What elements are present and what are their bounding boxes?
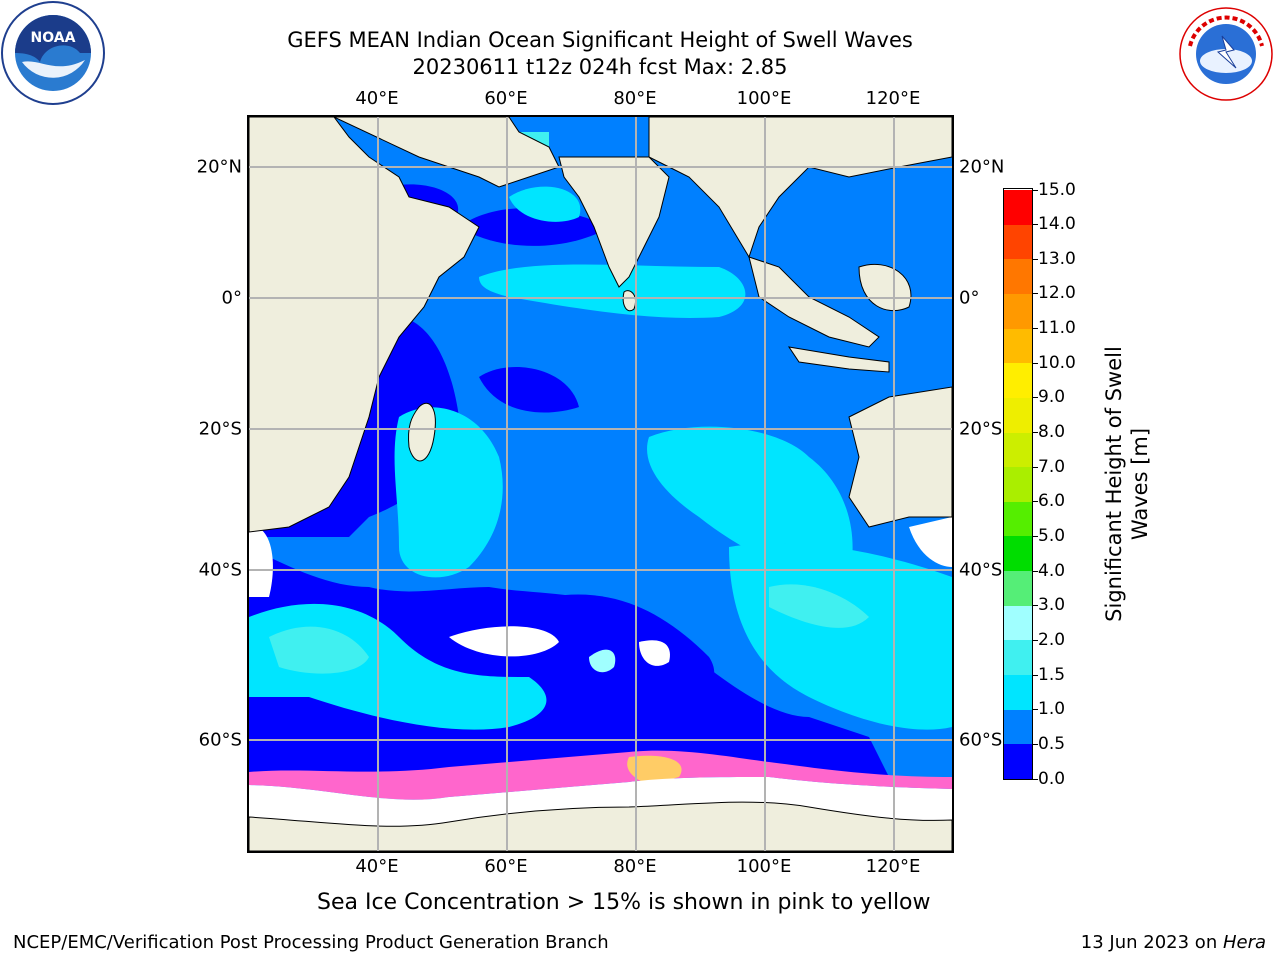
lon-tick-top: 80°E: [613, 88, 657, 109]
colorbar-tick-label: 15.0: [1033, 179, 1076, 200]
lat-tick-right: 60°S: [959, 729, 1003, 751]
lat-tick-right: 0°: [959, 287, 980, 309]
colorbar-tick-label: 10.0: [1033, 352, 1076, 373]
lon-tick-bottom: 40°E: [355, 856, 399, 877]
colorbar-bin: [1004, 605, 1032, 641]
lon-tick-bottom: 60°E: [484, 856, 528, 877]
colorbar-tick-label: 8.0: [1032, 422, 1066, 443]
colorbar-bin: [1004, 258, 1032, 294]
colorbar-tick-label: 12.0: [1033, 283, 1076, 304]
colorbar-tick-label: 0.5: [1032, 733, 1066, 754]
colorbar-bin: [1004, 743, 1032, 779]
colorbar-bin: [1004, 535, 1032, 572]
colorbar-tick-label: 4.0: [1032, 560, 1066, 581]
lat-tick-right: 20°N: [959, 156, 1005, 178]
lon-tick-top: 100°E: [736, 88, 792, 109]
colorbar-bin: [1004, 709, 1032, 745]
map-gridlines: [249, 117, 952, 851]
colorbar-tick-label: 1.0: [1032, 699, 1066, 720]
colorbar-tick-label: 11.0: [1033, 318, 1076, 339]
colorbar-bin: [1004, 397, 1032, 433]
colorbar-tick-label: 0.0: [1032, 768, 1066, 789]
colorbar-tick-label: 14.0: [1033, 214, 1076, 235]
colorbar: [1003, 188, 1033, 780]
footer-date-text: 13 Jun 2023 on: [1080, 932, 1223, 953]
lat-tick-left: 20°N: [196, 156, 242, 178]
colorbar-tick-label: 13.0: [1033, 248, 1076, 269]
colorbar-bin: [1004, 570, 1032, 606]
colorbar-tick-label: 6.0: [1032, 491, 1066, 512]
colorbar-tick-label: 9.0: [1032, 387, 1066, 408]
colorbar-bin: [1004, 432, 1032, 468]
colorbar-bin: [1004, 674, 1032, 710]
lat-tick-left: 40°S: [198, 559, 242, 581]
colorbar-tick-label: 3.0: [1032, 595, 1066, 616]
lon-tick-bottom: 120°E: [865, 856, 921, 877]
colorbar-tick-label: 5.0: [1032, 525, 1066, 546]
footer-credit: NCEP/EMC/Verification Post Processing Pr…: [13, 932, 609, 953]
colorbar-label: Significant Height of Swell Waves [m]: [1102, 346, 1152, 622]
colorbar-bin: [1004, 224, 1032, 260]
noaa-logo: NOAA: [0, 0, 106, 106]
lat-tick-right: 40°S: [959, 559, 1003, 581]
colorbar-tick-label: 1.5: [1032, 664, 1066, 685]
lon-tick-top: 60°E: [484, 88, 528, 109]
colorbar-tick-label: 7.0: [1032, 456, 1066, 477]
colorbar-tick-label: 2.0: [1032, 629, 1066, 650]
colorbar-bin: [1004, 639, 1032, 676]
colorbar-bin: [1004, 328, 1032, 364]
national-weather-service-logo: [1178, 6, 1274, 102]
lon-tick-top: 120°E: [865, 88, 921, 109]
footer-host: Hera: [1222, 932, 1266, 953]
colorbar-bin: [1004, 362, 1032, 398]
swell-height-map: [247, 115, 954, 853]
lon-tick-bottom: 100°E: [736, 856, 792, 877]
lon-tick-top: 40°E: [355, 88, 399, 109]
lat-tick-left: 0°: [221, 287, 242, 309]
map-subtitle: 20230611 t12z 024h fcst Max: 2.85: [412, 55, 788, 79]
colorbar-bin: [1004, 466, 1032, 502]
noaa-logo-text: NOAA: [31, 30, 76, 46]
lat-tick-left: 60°S: [198, 729, 242, 751]
footer-date: 13 Jun 2023 on Hera: [1081, 932, 1266, 953]
lat-tick-right: 20°S: [959, 418, 1003, 440]
colorbar-bin: [1004, 189, 1032, 225]
colorbar-bin: [1004, 293, 1032, 329]
map-title: GEFS MEAN Indian Ocean Significant Heigh…: [287, 28, 913, 52]
lon-tick-bottom: 80°E: [613, 856, 657, 877]
colorbar-bin: [1004, 501, 1032, 537]
sea-ice-caption: Sea Ice Concentration > 15% is shown in …: [317, 890, 931, 915]
lat-tick-left: 20°S: [198, 418, 242, 440]
